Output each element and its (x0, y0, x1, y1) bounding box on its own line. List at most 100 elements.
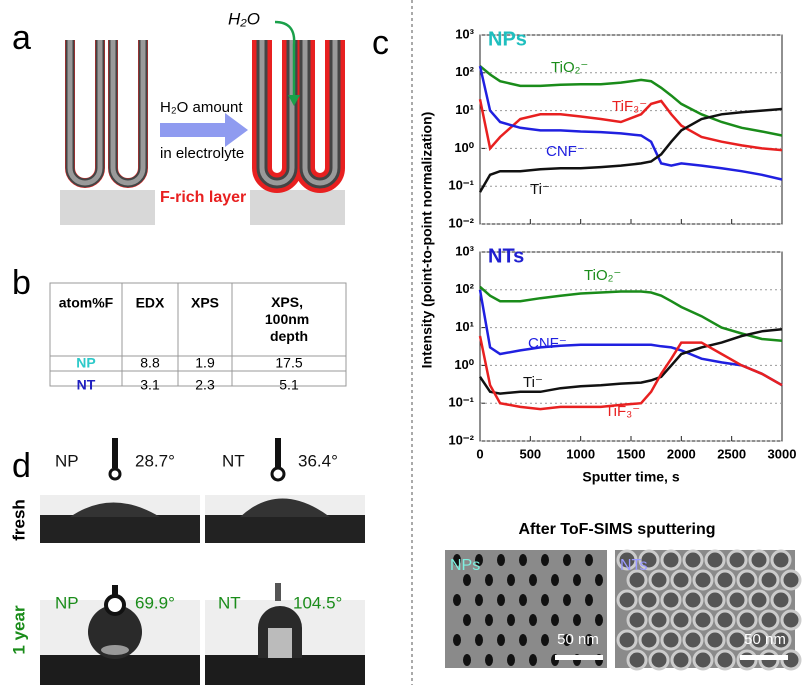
pore (497, 634, 505, 646)
scale-label: 50 nm (744, 631, 786, 648)
tube (626, 649, 648, 671)
table-cell: NT (77, 377, 96, 393)
pore (595, 614, 603, 626)
layer-label: F-rich layer (160, 189, 246, 206)
table (49, 282, 347, 387)
tube (726, 629, 748, 651)
panel-letter: c (372, 24, 389, 62)
pore (475, 634, 483, 646)
table-cell: 17.5 (275, 355, 302, 371)
pore (519, 634, 527, 646)
tube (770, 589, 792, 611)
tube (748, 629, 770, 651)
pore (585, 634, 593, 646)
droplet-photos (40, 438, 365, 685)
pore (541, 634, 549, 646)
table-cell: 8.8 (140, 355, 160, 371)
tube (758, 609, 780, 631)
y-tick-label: 10⁻¹ (448, 395, 474, 410)
x-tick-label: 2000 (667, 446, 696, 461)
y-tick-label: 10⁻² (448, 432, 474, 447)
pore (463, 574, 471, 586)
series-line (478, 107, 783, 193)
pore (485, 574, 493, 586)
chart-title: NPs (488, 28, 527, 50)
contact-angle: 104.5° (293, 593, 342, 612)
pore (453, 554, 461, 566)
x-tick-label: 2500 (717, 446, 746, 461)
table-header: atom%F (59, 295, 114, 311)
tube (616, 629, 638, 651)
series-label: TiF₃⁻ (612, 98, 647, 115)
table-cell: 2.3 (195, 377, 215, 393)
tube (660, 629, 682, 651)
tube (704, 549, 726, 571)
pore (595, 574, 603, 586)
tube (770, 629, 792, 651)
row-label: 1 year (9, 605, 28, 655)
series-label: CNF⁻ (528, 335, 567, 352)
scale-bar (555, 655, 603, 660)
tube (660, 589, 682, 611)
y-tick-label: 10² (455, 281, 474, 296)
sem-images: NPs 50 nm NTs 50 nm (445, 549, 802, 671)
chart-title: NTs (488, 245, 524, 267)
series-label: Ti⁻ (530, 181, 550, 198)
tube (714, 609, 736, 631)
pore-diagram (60, 20, 345, 225)
tube (704, 629, 726, 651)
tube (616, 549, 638, 571)
pore (497, 594, 505, 606)
pore (563, 554, 571, 566)
tube (638, 629, 660, 651)
tube (626, 609, 648, 631)
tube (692, 649, 714, 671)
pore (529, 654, 537, 666)
panel-letter: d (12, 447, 31, 485)
panel-letter: a (12, 19, 31, 57)
pore (551, 614, 559, 626)
x-tick-label: 0 (476, 446, 483, 461)
x-tick-label: 3000 (768, 446, 797, 461)
pore (475, 594, 483, 606)
pore (507, 654, 515, 666)
tube (748, 549, 770, 571)
tube (682, 629, 704, 651)
series-label: Ti⁻ (523, 374, 543, 391)
tube (670, 569, 692, 591)
series-label: TiF₃⁻ (605, 403, 640, 420)
table-cell: 1.9 (195, 355, 215, 371)
images-title: After ToF-SIMS sputtering (518, 521, 715, 538)
pore (475, 554, 483, 566)
pore (453, 634, 461, 646)
image-label: NTs (620, 557, 648, 574)
image-label: NPs (450, 557, 480, 574)
pore (507, 574, 515, 586)
tube (770, 549, 792, 571)
pore (551, 574, 559, 586)
tube (736, 609, 758, 631)
series-line (478, 65, 783, 181)
pore (497, 554, 505, 566)
tube (648, 649, 670, 671)
tube (726, 589, 748, 611)
pore (463, 614, 471, 626)
sample-label: NP (55, 451, 79, 470)
pore (463, 654, 471, 666)
water-label: H₂O (228, 9, 260, 28)
pore (529, 574, 537, 586)
y-tick-label: 10¹ (455, 319, 474, 334)
contact-angle: 36.4° (298, 451, 338, 470)
series-label: CNF⁻ (546, 143, 585, 160)
y-tick-label: 10⁰ (454, 357, 474, 372)
pore (541, 594, 549, 606)
tube (748, 589, 770, 611)
pore (541, 554, 549, 566)
x-tick-label: 1000 (566, 446, 595, 461)
table-cell: 5.1 (279, 377, 299, 393)
table-header: EDX (136, 295, 165, 311)
series-line (478, 335, 783, 411)
pore (573, 614, 581, 626)
table-header: XPS, 100nm depth (265, 294, 313, 344)
x-tick-label: 1500 (617, 446, 646, 461)
